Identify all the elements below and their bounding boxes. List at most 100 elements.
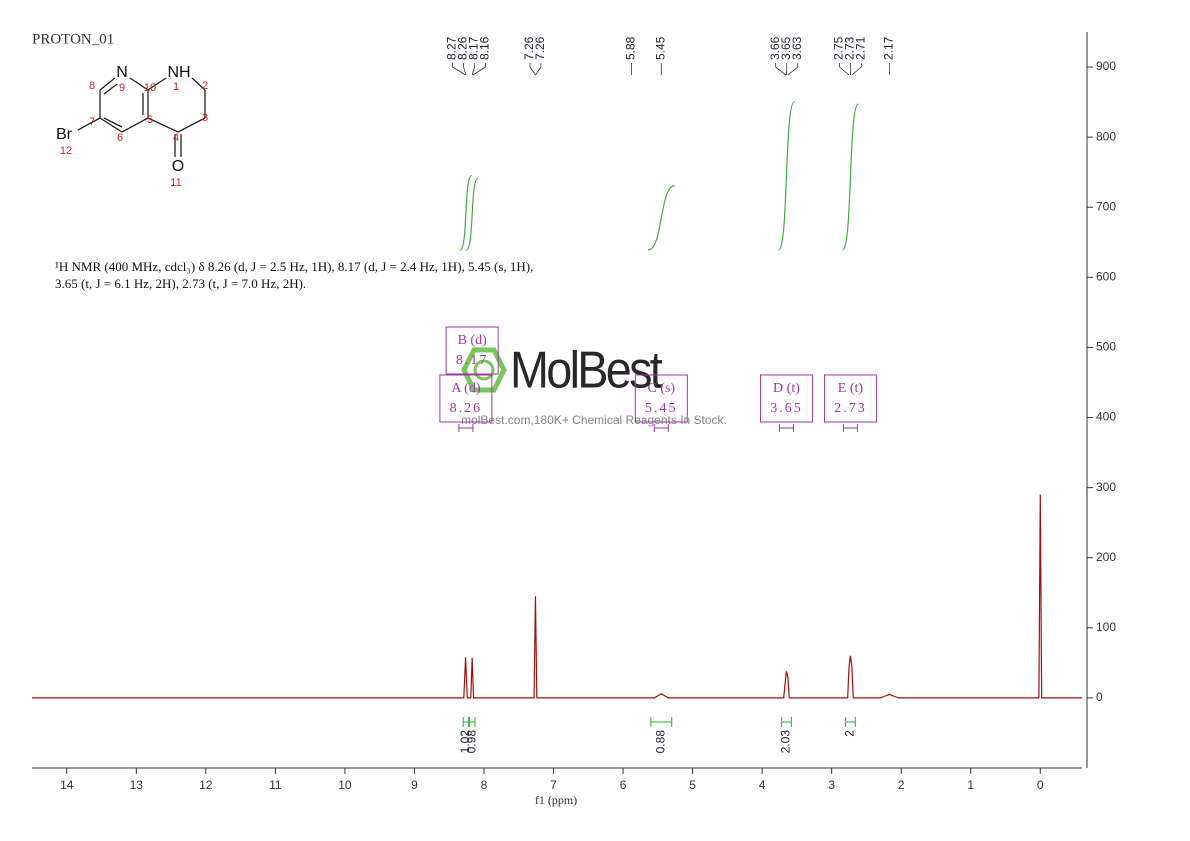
peak-label: 8.26 [456, 36, 470, 60]
y-tick-label: 200 [1096, 550, 1116, 564]
peak-connector [851, 63, 862, 76]
atom-number: 1 [173, 81, 179, 93]
integral-curve [778, 101, 795, 251]
peak-connector [775, 63, 787, 76]
atom-label: O [172, 158, 184, 175]
watermark: MolBest molBest.com,180K+ Chemical Reagen… [461, 341, 727, 427]
y-tick-label: 500 [1096, 340, 1116, 354]
integral-bracket [781, 717, 792, 727]
peak-label: 2.73 [843, 36, 857, 60]
multiplet-box [439, 374, 493, 423]
peak-connector [472, 63, 486, 76]
x-tick-label: 5 [689, 778, 696, 792]
integral-bracket [650, 717, 673, 727]
peak-label: 5.88 [624, 36, 638, 60]
watermark-logo-icon [473, 359, 495, 381]
multiplet-name: C (s) [647, 381, 675, 396]
multiplet-name: D (t) [773, 381, 800, 396]
y-tick-label: 800 [1096, 129, 1116, 143]
multiplet-box [823, 374, 877, 423]
multiplet-box [634, 374, 688, 423]
watermark-logo: MolBest [510, 341, 663, 399]
atom-label: Br [56, 126, 73, 143]
peak-connector [471, 63, 475, 76]
peak-connector [529, 63, 536, 76]
peak-label: 3.66 [768, 36, 782, 60]
x-tick-label: 8 [481, 778, 488, 792]
multiplet-name: E (t) [838, 381, 864, 396]
multiplet-range [653, 424, 669, 432]
peak-label: 8.17 [467, 36, 481, 60]
atom-label: N [116, 64, 128, 81]
integral-curve [465, 177, 479, 251]
y-tick-label: 600 [1096, 270, 1116, 284]
peak-label: 7.26 [533, 36, 547, 60]
x-tick-label: 0 [1037, 778, 1044, 792]
x-tick-label: 2 [898, 778, 905, 792]
peak-label: 3.63 [790, 36, 804, 60]
description: 3.65 (t, J = 6.1 Hz, 2H), 2.73 (t, J = 7… [55, 276, 306, 291]
x-tick-label: 6 [620, 778, 627, 792]
peak-connector [839, 63, 850, 76]
x-tick-label: 10 [338, 778, 352, 792]
x-tick-label: 11 [269, 778, 282, 792]
structure-bonds [77, 77, 206, 157]
peak-connector [463, 63, 467, 76]
atom-number: 5 [147, 114, 153, 126]
y-tick-label: 300 [1096, 480, 1116, 494]
y-tick-label: 900 [1096, 59, 1116, 73]
atom-label: NH [167, 64, 190, 81]
multiplet-box [445, 326, 499, 375]
peak-connector [452, 63, 466, 76]
x-tick-label: 13 [130, 778, 144, 792]
atom-number: 4 [173, 132, 179, 144]
integral-curve [842, 103, 859, 251]
peak-label: 3.65 [779, 36, 793, 60]
atom-number: 9 [119, 82, 125, 94]
integral-curve [647, 185, 675, 251]
x-tick-label: 14 [60, 778, 74, 792]
atom-number: 10 [144, 82, 156, 94]
multiplet-name: A (d) [451, 381, 481, 396]
atom-number: 2 [202, 80, 208, 92]
integral-curve [459, 174, 473, 251]
y-tick-label: 400 [1096, 410, 1116, 424]
multiplet-shift: 8.17 [456, 353, 489, 368]
integral-value: 0.98 [464, 730, 478, 754]
peak-connector [535, 63, 542, 76]
multiplet-name: B (d) [458, 333, 488, 348]
peak-connector [787, 63, 799, 76]
x-tick-label: 9 [411, 778, 418, 792]
x-tick-label: 4 [759, 778, 766, 792]
atom-number: 11 [170, 177, 181, 189]
description: ¹H NMR (400 MHz, cdcl₃) δ 8.26 (d, J = 2… [55, 259, 533, 274]
y-tick-label: 0 [1096, 690, 1103, 704]
atom-number: 12 [60, 145, 72, 157]
peak-label: 2.71 [854, 36, 868, 60]
peak-label: 5.45 [653, 36, 667, 60]
atom-number: 6 [117, 132, 123, 144]
x-tick-label: 12 [199, 778, 213, 792]
y-tick-label: 700 [1096, 199, 1116, 213]
watermark-text: molBest.com,180K+ Chemical Reagents In S… [461, 413, 727, 427]
integral-value: 2 [843, 730, 857, 737]
multiplet-shift: 5.45 [645, 401, 678, 416]
multiplet-shift: 3.65 [770, 401, 803, 416]
multiplet-shift: 2.73 [834, 401, 867, 416]
peak-label: 2.17 [882, 36, 896, 60]
atom-number: 8 [89, 80, 95, 92]
integral-value: 0.88 [653, 730, 667, 754]
watermark-logo-icon [461, 347, 507, 393]
x-tick-label: 7 [550, 778, 557, 792]
multiplet-range [778, 424, 794, 432]
peak-label: 2.75 [832, 36, 846, 60]
spectrum-line [32, 494, 1082, 699]
peak-label: 7.26 [522, 36, 536, 60]
y-tick-label: 100 [1096, 620, 1116, 634]
atom-number: 7 [89, 116, 95, 128]
integral-bracket [845, 717, 856, 727]
x-tick-label: 1 [967, 778, 974, 792]
integral-bracket [462, 717, 470, 727]
multiplet-range [842, 424, 858, 432]
